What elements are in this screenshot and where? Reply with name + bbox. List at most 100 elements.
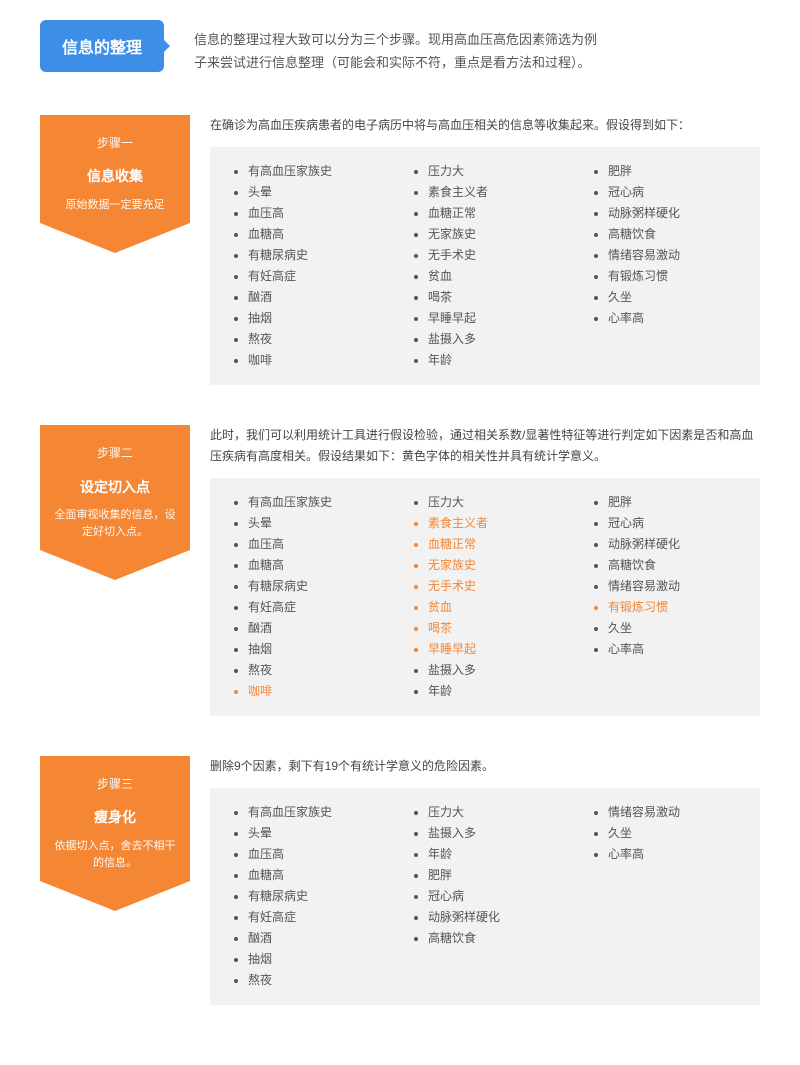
list-item: 有锻炼习惯 <box>608 266 740 287</box>
list-box: 有高血压家族史头晕血压高血糖高有糖尿病史有妊高症酗酒抽烟熬夜咖啡压力大素食主义者… <box>210 478 760 716</box>
list-item: 无手术史 <box>428 576 560 597</box>
list: 肥胖冠心病动脉粥样硬化高糖饮食情绪容易激动有锻炼习惯久坐心率高 <box>590 161 740 329</box>
list-item: 有妊高症 <box>248 266 380 287</box>
list-col: 有高血压家族史头晕血压高血糖高有糖尿病史有妊高症酗酒抽烟熬夜咖啡 <box>230 492 380 702</box>
list-item: 有糖尿病史 <box>248 886 380 907</box>
list-item: 头晕 <box>248 182 380 203</box>
list-col: 肥胖冠心病动脉粥样硬化高糖饮食情绪容易激动有锻炼习惯久坐心率高 <box>590 161 740 371</box>
list-item: 有锻炼习惯 <box>608 597 740 618</box>
step-content: 删除9个因素，剩下有19个有统计学意义的危险因素。有高血压家族史头晕血压高血糖高… <box>210 756 760 1005</box>
list-item: 早睡早起 <box>428 639 560 660</box>
list-item: 无手术史 <box>428 245 560 266</box>
step-num: 步骤二 <box>50 443 180 463</box>
list-item: 血糖高 <box>248 865 380 886</box>
step-sub: 全面审视收集的信息，设定好切入点。 <box>50 507 180 540</box>
title-bubble: 信息的整理 <box>40 20 164 72</box>
list-item: 酗酒 <box>248 618 380 639</box>
list-item: 血压高 <box>248 844 380 865</box>
list-item: 熬夜 <box>248 970 380 991</box>
list-item: 血压高 <box>248 534 380 555</box>
list-item: 盐摄入多 <box>428 823 560 844</box>
list: 压力大盐摄入多年龄肥胖冠心病动脉粥样硬化高糖饮食 <box>410 802 560 949</box>
step-desc: 在确诊为高血压疾病患者的电子病历中将与高血压相关的信息等收集起来。假设得到如下： <box>210 115 760 135</box>
list-item: 年龄 <box>428 681 560 702</box>
list-item: 盐摄入多 <box>428 660 560 681</box>
list-item: 有糖尿病史 <box>248 576 380 597</box>
list-col: 情绪容易激动久坐心率高 <box>590 802 740 991</box>
step-arrow: 步骤三瘦身化依据切入点，舍去不相干的信息。 <box>40 756 190 881</box>
list-item: 血糖正常 <box>428 534 560 555</box>
list: 有高血压家族史头晕血压高血糖高有糖尿病史有妊高症酗酒抽烟熬夜 <box>230 802 380 991</box>
list-item: 贫血 <box>428 597 560 618</box>
list-item: 素食主义者 <box>428 182 560 203</box>
list-item: 有妊高症 <box>248 907 380 928</box>
list-item: 心率高 <box>608 308 740 329</box>
step-title: 瘦身化 <box>50 806 180 830</box>
list-item: 抽烟 <box>248 639 380 660</box>
list-item: 情绪容易激动 <box>608 245 740 266</box>
list-item: 久坐 <box>608 287 740 308</box>
list-box: 有高血压家族史头晕血压高血糖高有糖尿病史有妊高症酗酒抽烟熬夜压力大盐摄入多年龄肥… <box>210 788 760 1005</box>
list-item: 冠心病 <box>428 886 560 907</box>
step-sub: 依据切入点，舍去不相干的信息。 <box>50 838 180 871</box>
list-item: 头晕 <box>248 513 380 534</box>
list-item: 血压高 <box>248 203 380 224</box>
list-item: 喝茶 <box>428 287 560 308</box>
step-block-1: 步骤一信息收集原始数据一定要充足在确诊为高血压疾病患者的电子病历中将与高血压相关… <box>40 115 760 385</box>
step-content: 此时，我们可以利用统计工具进行假设检验，通过相关系数/显著性特征等进行判定如下因… <box>210 425 760 716</box>
list-col: 肥胖冠心病动脉粥样硬化高糖饮食情绪容易激动有锻炼习惯久坐心率高 <box>590 492 740 702</box>
step-num: 步骤一 <box>50 133 180 153</box>
list-item: 肥胖 <box>608 492 740 513</box>
step-sub: 原始数据一定要充足 <box>50 197 180 214</box>
list-item: 高糖饮食 <box>608 555 740 576</box>
list-item: 久坐 <box>608 823 740 844</box>
list-col: 压力大素食主义者血糖正常无家族史无手术史贫血喝茶早睡早起盐摄入多年龄 <box>410 492 560 702</box>
list-item: 酗酒 <box>248 287 380 308</box>
list-item: 贫血 <box>428 266 560 287</box>
list-item: 高糖饮食 <box>428 928 560 949</box>
list-item: 压力大 <box>428 492 560 513</box>
list-item: 抽烟 <box>248 949 380 970</box>
list-item: 咖啡 <box>248 350 380 371</box>
list-item: 血糖高 <box>248 555 380 576</box>
list-item: 有妊高症 <box>248 597 380 618</box>
intro-line-1: 信息的整理过程大致可以分为三个步骤。现用高血压高危因素筛选为例 <box>194 32 597 47</box>
list-item: 动脉粥样硬化 <box>608 534 740 555</box>
list-item: 高糖饮食 <box>608 224 740 245</box>
list-col: 压力大盐摄入多年龄肥胖冠心病动脉粥样硬化高糖饮食 <box>410 802 560 991</box>
list-col: 有高血压家族史头晕血压高血糖高有糖尿病史有妊高症酗酒抽烟熬夜 <box>230 802 380 991</box>
list-item: 动脉粥样硬化 <box>428 907 560 928</box>
step-desc: 删除9个因素，剩下有19个有统计学意义的危险因素。 <box>210 756 760 776</box>
list-item: 冠心病 <box>608 182 740 203</box>
list-item: 咖啡 <box>248 681 380 702</box>
list: 情绪容易激动久坐心率高 <box>590 802 740 865</box>
step-desc: 此时，我们可以利用统计工具进行假设检验，通过相关系数/显著性特征等进行判定如下因… <box>210 425 760 466</box>
list-item: 喝茶 <box>428 618 560 639</box>
list-item: 无家族史 <box>428 224 560 245</box>
list-item: 冠心病 <box>608 513 740 534</box>
list-item: 早睡早起 <box>428 308 560 329</box>
list-item: 心率高 <box>608 844 740 865</box>
list: 压力大素食主义者血糖正常无家族史无手术史贫血喝茶早睡早起盐摄入多年龄 <box>410 492 560 702</box>
list-col: 有高血压家族史头晕血压高血糖高有糖尿病史有妊高症酗酒抽烟熬夜咖啡 <box>230 161 380 371</box>
intro-line-2: 子来尝试进行信息整理（可能会和实际不符，重点是看方法和过程）。 <box>194 55 591 70</box>
list-item: 压力大 <box>428 161 560 182</box>
list-item: 肥胖 <box>608 161 740 182</box>
list-item: 素食主义者 <box>428 513 560 534</box>
intro-text: 信息的整理过程大致可以分为三个步骤。现用高血压高危因素筛选为例 子来尝试进行信息… <box>194 20 597 75</box>
list-item: 血糖高 <box>248 224 380 245</box>
steps-container: 步骤一信息收集原始数据一定要充足在确诊为高血压疾病患者的电子病历中将与高血压相关… <box>40 115 760 1006</box>
list-item: 年龄 <box>428 350 560 371</box>
step-arrow: 步骤一信息收集原始数据一定要充足 <box>40 115 190 224</box>
step-arrow: 步骤二设定切入点全面审视收集的信息，设定好切入点。 <box>40 425 190 550</box>
list-item: 情绪容易激动 <box>608 802 740 823</box>
list-item: 有高血压家族史 <box>248 802 380 823</box>
list-item: 熬夜 <box>248 329 380 350</box>
list: 有高血压家族史头晕血压高血糖高有糖尿病史有妊高症酗酒抽烟熬夜咖啡 <box>230 492 380 702</box>
list-item: 压力大 <box>428 802 560 823</box>
step-block-2: 步骤二设定切入点全面审视收集的信息，设定好切入点。此时，我们可以利用统计工具进行… <box>40 425 760 716</box>
list-item: 抽烟 <box>248 308 380 329</box>
list-item: 无家族史 <box>428 555 560 576</box>
list-item: 心率高 <box>608 639 740 660</box>
header: 信息的整理 信息的整理过程大致可以分为三个步骤。现用高血压高危因素筛选为例 子来… <box>40 20 760 75</box>
